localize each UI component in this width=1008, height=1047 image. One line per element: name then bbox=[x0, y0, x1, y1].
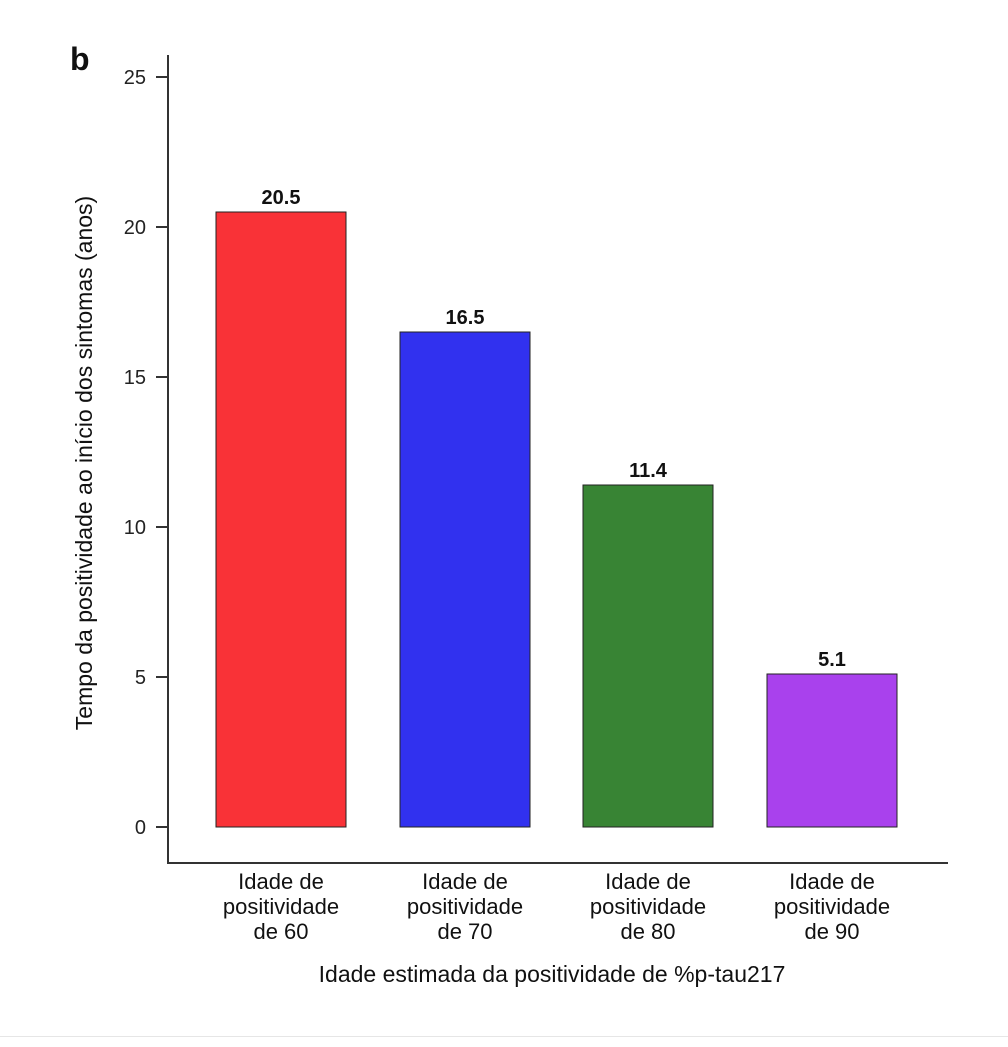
x-tick-label-line: de 90 bbox=[804, 919, 859, 944]
x-tick-label: Idade de positividade de 90 bbox=[774, 869, 890, 944]
y-tick-label: 25 bbox=[124, 67, 146, 89]
bar-value-label: 5.1 bbox=[818, 649, 846, 671]
x-tick-label: Idade de positividade de 60 bbox=[223, 869, 339, 944]
bars bbox=[215, 211, 898, 828]
x-tick-label-line: Idade de bbox=[238, 869, 324, 894]
x-tick-label-line: positividade bbox=[590, 894, 706, 919]
bottom-divider bbox=[0, 1036, 1008, 1037]
bar bbox=[582, 484, 714, 828]
x-tick-label-line: positividade bbox=[774, 894, 890, 919]
y-tick-label: 5 bbox=[135, 667, 146, 689]
x-tick-label-line: positividade bbox=[407, 894, 523, 919]
bar-value-label: 16.5 bbox=[446, 307, 485, 329]
x-tick-label-line: Idade de bbox=[422, 869, 508, 894]
x-tick-label: Idade de positividade de 80 bbox=[590, 869, 706, 944]
panel-label: b bbox=[70, 41, 90, 77]
bar-value-label: 11.4 bbox=[629, 460, 668, 482]
y-tick-label: 10 bbox=[124, 517, 146, 539]
y-ticks: 0 5 10 15 20 25 bbox=[124, 67, 168, 839]
x-tick-label-line: Idade de bbox=[605, 869, 691, 894]
x-tick-label-line: Idade de bbox=[789, 869, 875, 894]
x-tick-label-line: de 70 bbox=[437, 919, 492, 944]
x-tick-label: Idade de positividade de 70 bbox=[407, 869, 523, 944]
x-tick-label-line: de 80 bbox=[620, 919, 675, 944]
y-tick-label: 0 bbox=[135, 817, 146, 839]
y-axis-title: Tempo da positividade ao início dos sint… bbox=[71, 196, 97, 730]
x-tick-label-line: positividade bbox=[223, 894, 339, 919]
bar-value-labels: 20.5 16.5 11.4 5.1 bbox=[262, 187, 846, 671]
bar bbox=[766, 673, 898, 828]
bar-value-label: 20.5 bbox=[262, 187, 301, 209]
x-tick-label-line: de 60 bbox=[253, 919, 308, 944]
bar bbox=[215, 211, 347, 828]
y-tick-label: 20 bbox=[124, 217, 146, 239]
bar bbox=[399, 331, 531, 828]
x-axis-title: Idade estimada da positividade de %p-tau… bbox=[319, 961, 786, 987]
y-tick-label: 15 bbox=[124, 367, 146, 389]
